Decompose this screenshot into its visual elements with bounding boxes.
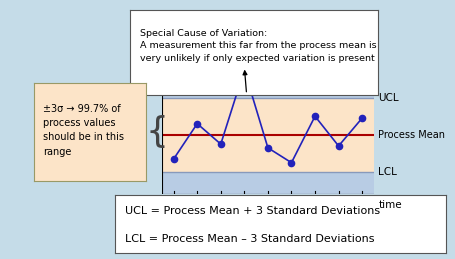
- Text: Process Mean: Process Mean: [378, 130, 445, 140]
- Text: UCL = Process Mean + 3 Standard Deviations: UCL = Process Mean + 3 Standard Deviatio…: [125, 206, 379, 216]
- Text: UCL: UCL: [378, 93, 398, 103]
- Text: LCL: LCL: [378, 167, 396, 177]
- Text: LCL = Process Mean – 3 Standard Deviations: LCL = Process Mean – 3 Standard Deviatio…: [125, 234, 374, 244]
- Text: {: {: [146, 115, 168, 149]
- Text: time: time: [378, 200, 401, 210]
- Bar: [162, 98, 373, 172]
- Text: Special Cause of Variation:
A measurement this far from the process mean is
very: Special Cause of Variation: A measuremen…: [140, 29, 376, 63]
- Text: ±3σ → 99.7% of
process values
should be in this
range: ±3σ → 99.7% of process values should be …: [43, 104, 124, 157]
